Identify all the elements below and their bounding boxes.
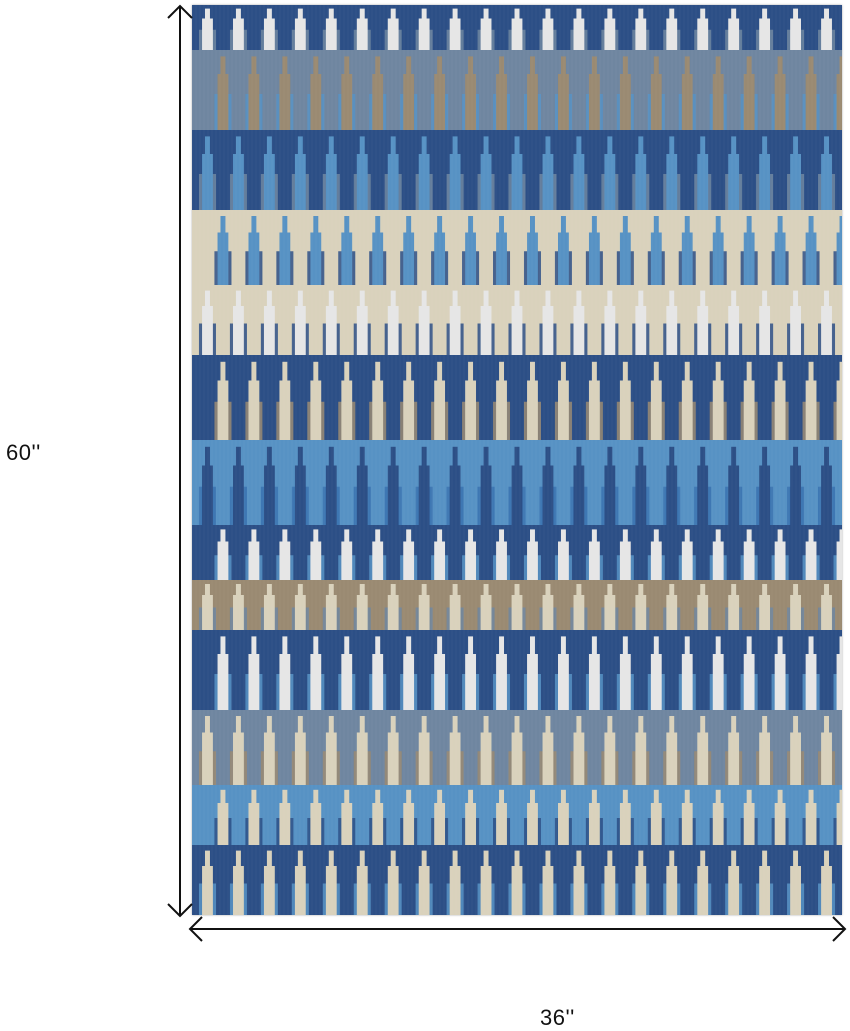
width-label: 36'' xyxy=(540,1005,575,1030)
height-label: 60'' xyxy=(6,440,41,465)
height-dimension-line xyxy=(167,4,193,918)
ikat-pattern xyxy=(192,5,842,915)
width-dimension-line xyxy=(188,916,847,942)
rug-image xyxy=(192,5,842,915)
